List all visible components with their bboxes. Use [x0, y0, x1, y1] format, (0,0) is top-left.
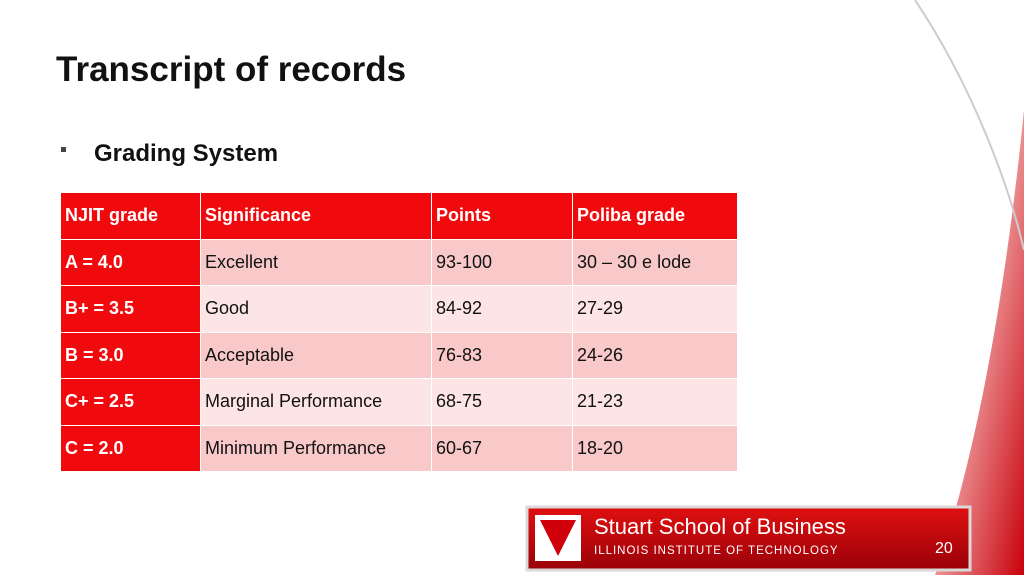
table-cell: B+ = 3.5: [60, 285, 201, 333]
table-row: C+ = 2.5 Marginal Performance 68-75 21-23: [60, 378, 738, 426]
table-cell: Good: [200, 285, 432, 333]
table-cell: 30 – 30 e lode: [572, 238, 738, 286]
table-row: B = 3.0 Acceptable 76-83 24-26: [60, 331, 738, 379]
table-cell: 68-75: [431, 378, 573, 426]
table-cell: 84-92: [431, 285, 573, 333]
header-row: NJIT grade Significance Points Poliba grade: [60, 192, 738, 240]
table-cell: C+ = 2.5: [60, 378, 201, 426]
slide-title: Transcript of records: [56, 50, 407, 89]
logo-institute: ILLINOIS INSTITUTE OF TECHNOLOGY: [594, 545, 839, 557]
gray-swoosh: [914, 0, 1024, 251]
table-row: B+ = 3.5 Good 84-92 27-29: [60, 285, 738, 333]
table-cell: 21-23: [572, 378, 738, 426]
table-cell: B = 3.0: [60, 331, 201, 379]
table-cell: 76-83: [431, 331, 573, 379]
header-cell: Points: [431, 192, 573, 240]
table-row: C = 2.0 Minimum Performance 60-67 18-20: [60, 424, 738, 472]
logo-box: [525, 505, 972, 572]
page-number: 20: [935, 540, 953, 557]
header-cell: Significance: [200, 192, 432, 240]
table-cell: 93-100: [431, 238, 573, 286]
bullet-marker: [61, 147, 66, 152]
header-cell: NJIT grade: [60, 192, 201, 240]
bullet-text: Grading System: [94, 140, 279, 167]
table-row: A = 4.0 Excellent 93-100 30 – 30 e lode: [60, 238, 738, 286]
table-cell: Marginal Performance: [200, 378, 432, 426]
table-cell: 27-29: [572, 285, 738, 333]
red-swoosh: [935, 110, 1024, 575]
table-cell: C = 2.0: [60, 424, 201, 472]
table-cell: A = 4.0: [60, 238, 201, 286]
table-cell: 18-20: [572, 424, 738, 472]
logo-name: Stuart School of Business: [594, 514, 846, 539]
grade-table: NJIT grade Significance Points Poliba grade…: [60, 192, 738, 472]
table-cell: Excellent: [200, 238, 432, 286]
table-cell: Minimum Performance: [200, 424, 432, 472]
table-cell: 24-26: [572, 331, 738, 379]
table-cell: 60-67: [431, 424, 573, 472]
table-cell: Acceptable: [200, 331, 432, 379]
logo-icon: [540, 520, 576, 556]
header-cell: Poliba grade: [572, 192, 738, 240]
